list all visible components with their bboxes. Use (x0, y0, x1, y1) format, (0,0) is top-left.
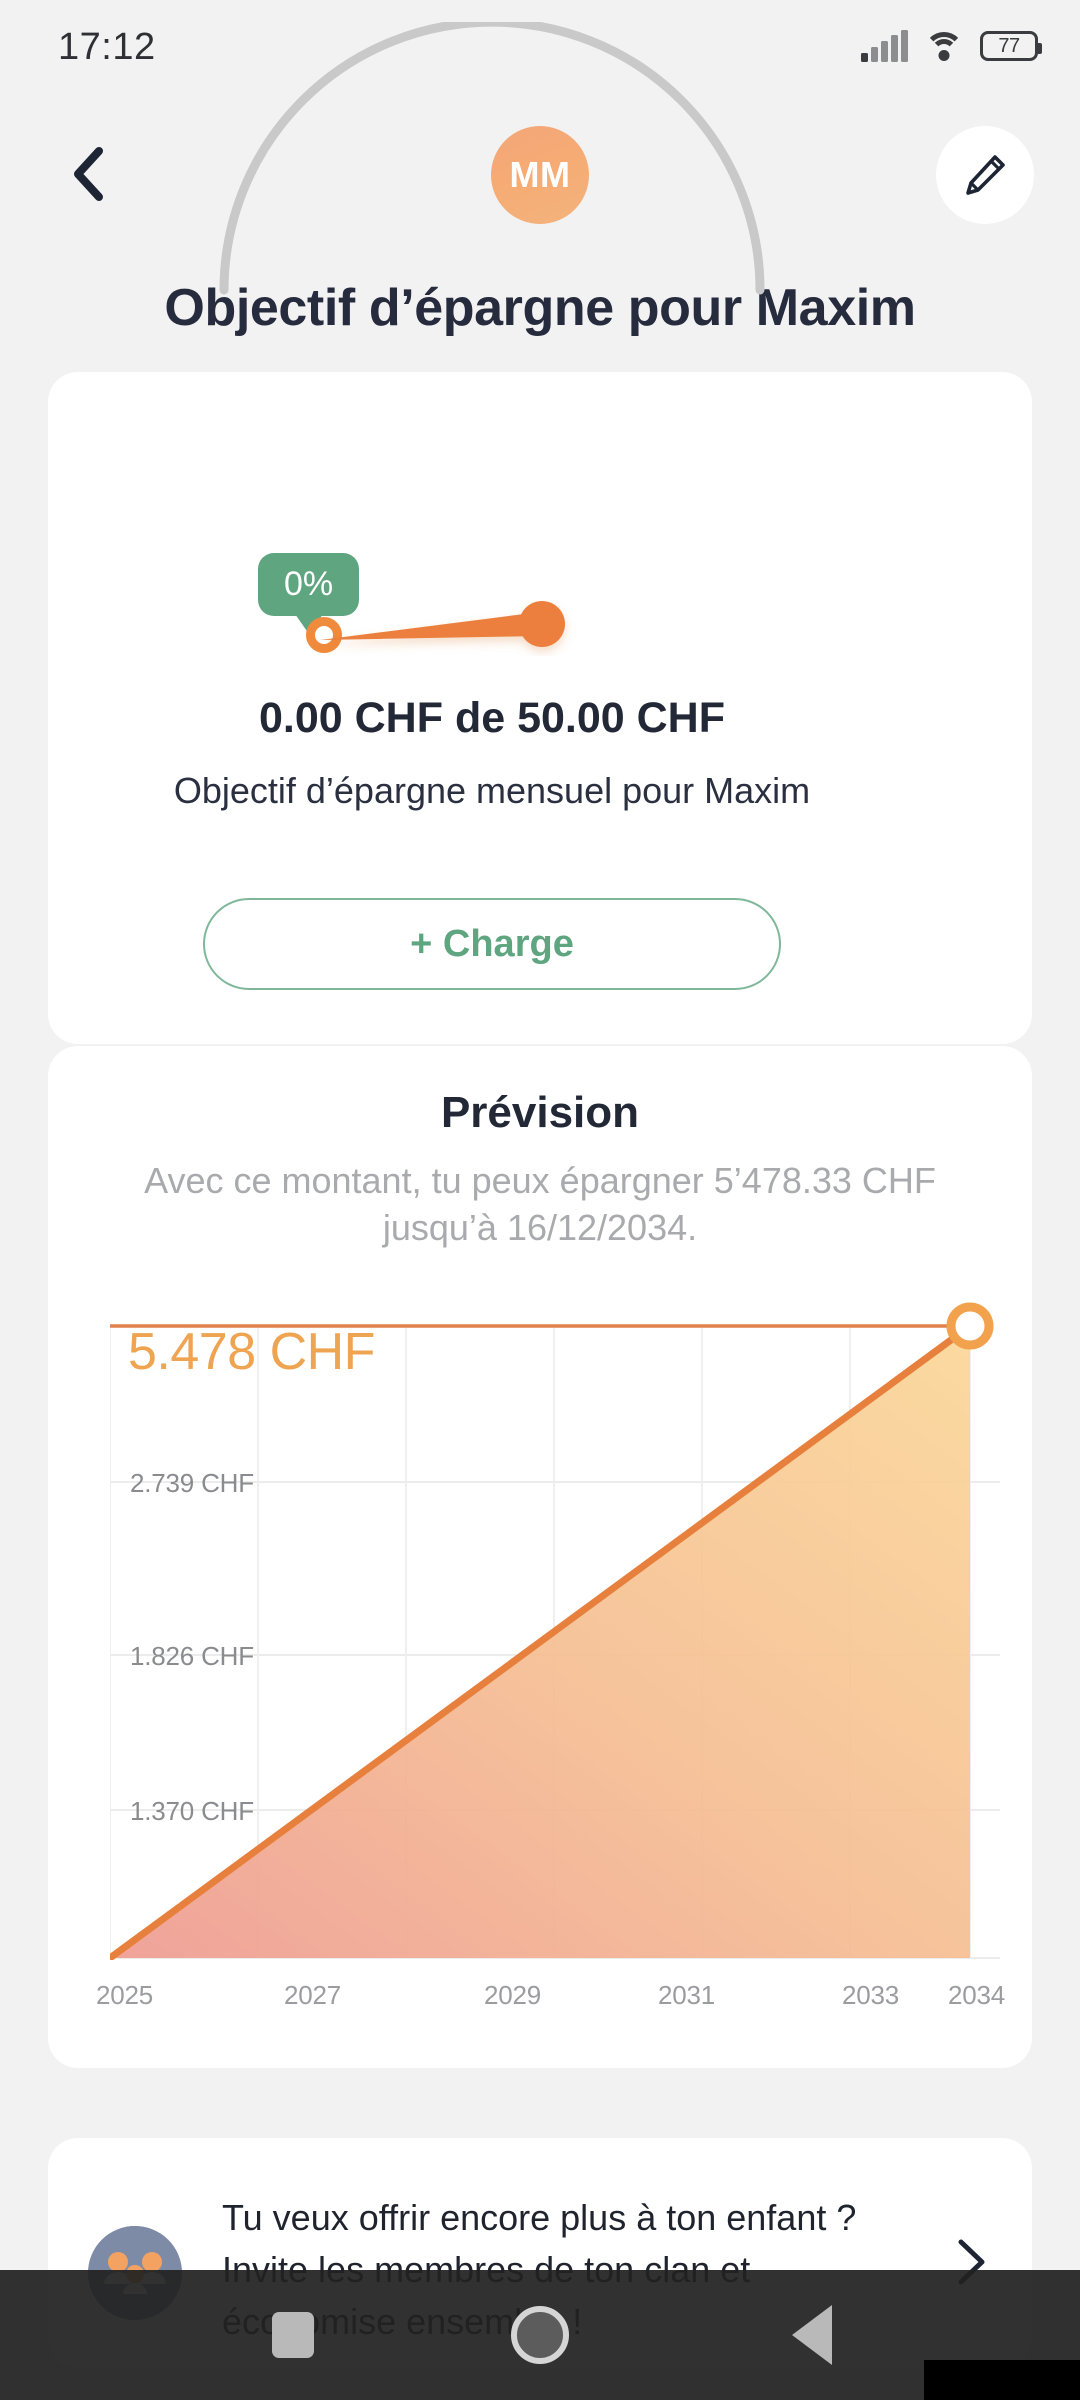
signal-bars-icon (861, 30, 908, 62)
gauge-needle-icon (320, 601, 565, 647)
chart-xlabel-1: 2027 (284, 1980, 342, 2010)
avatar[interactable]: MM (491, 126, 589, 224)
chart-xlabel-4: 2033 (842, 1980, 900, 2010)
wifi-icon (924, 30, 964, 62)
gauge-percent-label: 0% (284, 565, 334, 603)
chart-xlabel-2: 2029 (484, 1980, 542, 2010)
gauge-value-marker (306, 617, 342, 653)
page-title: Objectif d’épargne pour Maxim (164, 279, 916, 337)
recent-apps-icon[interactable] (272, 2312, 314, 2358)
add-charge-label: + Charge (410, 922, 574, 965)
gauge-percent-badge: 0% (258, 553, 360, 616)
chart-xlabel-3: 2031 (658, 1980, 716, 2010)
app-header: MM (0, 120, 1080, 230)
forecast-chart-plot (110, 1302, 1000, 1960)
android-navigation-bar (0, 2270, 1080, 2400)
home-circle-icon[interactable] (511, 2306, 569, 2364)
forecast-chart[interactable]: 5.478 CHF 2.739 CHF 1.826 CHF 1.370 CHF … (96, 1300, 1005, 2090)
savings-gauge (0, 22, 984, 312)
back-button[interactable] (48, 134, 128, 214)
status-clock: 17:12 (58, 26, 156, 68)
chart-xlabel-0: 2025 (96, 1980, 154, 2010)
nav-corner-fill (924, 2360, 1080, 2400)
edit-button[interactable] (936, 126, 1034, 224)
chevron-left-icon (74, 147, 103, 201)
pencil-icon (966, 155, 1005, 195)
goal-amount-line: 0.00 CHF de 50.00 CHF (258, 694, 725, 742)
status-bar: 17:12 77 (0, 0, 1080, 96)
add-charge-button[interactable]: + Charge (203, 898, 781, 990)
status-icon-group: 77 (861, 30, 1042, 62)
forecast-description: Avec ce montant, tu peux épargner 5’478.… (144, 1160, 936, 1248)
chart-peak-label: 5.478 CHF (128, 1323, 375, 1381)
battery-level-text: 77 (998, 34, 1020, 57)
avatar-initials: MM (509, 154, 571, 195)
chart-ylabel-1: 1.826 CHF (130, 1641, 254, 1671)
forecast-title: Prévision (440, 1088, 640, 1137)
chart-endpoint-marker (946, 1302, 994, 1350)
chart-xlabel-5: 2034 (948, 1980, 1006, 2010)
gauge-arc (219, 22, 765, 295)
chart-ylabel-0: 1.370 CHF (130, 1796, 254, 1826)
goal-subtitle: Objectif d’épargne mensuel pour Maxim (173, 770, 811, 811)
back-triangle-icon[interactable] (792, 2305, 832, 2365)
chart-line (110, 1322, 974, 1960)
chart-ylabel-2: 2.739 CHF (130, 1468, 254, 1498)
battery-icon: 77 (980, 31, 1042, 61)
